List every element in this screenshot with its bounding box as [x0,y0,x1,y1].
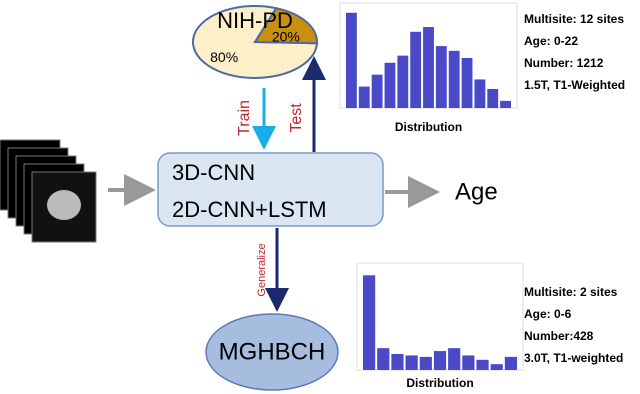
info-line: Multisite: 12 sites [524,12,624,26]
info-line: 3.0T, T1-weighted [524,351,623,365]
hist-bar [448,348,461,370]
hist-bar [433,351,447,370]
target-label: MGHBCH [219,338,326,365]
model-line: 3D-CNN [172,160,255,185]
hist-bar [448,50,460,108]
hist-bar [346,12,357,109]
info-line: Multisite: 2 sites [524,285,618,299]
hist-bar [500,100,511,108]
hist-bar [504,356,517,370]
hist-bar [476,359,489,370]
hist-caption: Distribution [395,120,462,134]
info-line: Number: 1212 [524,56,604,70]
pie-label: 20% [272,29,300,45]
model-box [157,152,384,227]
hist-bar [474,79,486,108]
info-line: 1.5T, T1-Weighted [524,78,625,92]
pie-slice [253,7,318,45]
info-line: Age: 0-22 [524,34,578,48]
hist-bar [363,275,376,370]
hist-bar [384,62,396,108]
hist-bar [371,74,383,108]
test-label: Test [288,103,305,133]
info-line: Number:428 [524,329,594,343]
generalize-label: Generalize [256,243,268,296]
hist-bar [462,355,475,370]
hist-bar [461,58,473,108]
output-label: Age [455,178,498,205]
info-line: Age: 0-6 [524,307,572,321]
mri-stack [0,139,97,243]
hist-caption: Distribution [406,376,473,390]
hist-bar [358,86,370,108]
hist-bar [391,353,404,370]
pie-title: NIH-PD [217,8,293,33]
histograms: Distribution Multisite: 12 sites Age: 0-22… [339,2,625,390]
model-line: 2D-CNN+LSTM [172,197,327,222]
pie-label: 80% [210,49,238,65]
target-node [205,313,339,391]
hist-bar [487,88,499,108]
hist-bar [397,55,409,108]
pie: 80% 20% [192,5,319,79]
hist-bar [435,46,447,108]
hist-bar [423,27,434,108]
hist-bar [377,348,390,370]
hist-bar [405,355,418,370]
hist-bar [490,364,503,370]
hist-bar [419,356,432,370]
train-label: Train [236,100,253,136]
hist-bar [410,31,422,108]
